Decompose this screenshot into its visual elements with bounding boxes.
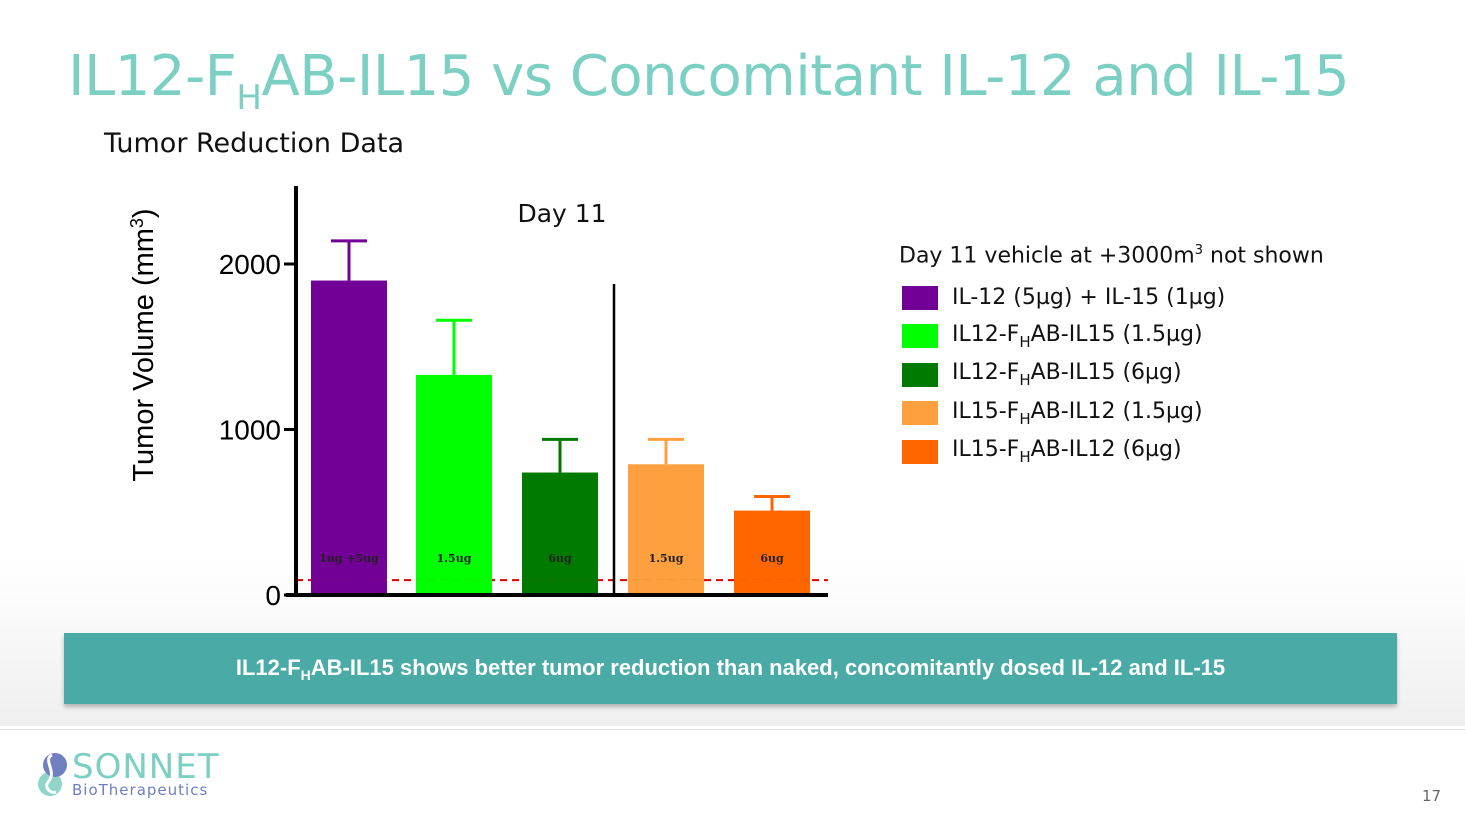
conclusion-banner: IL12-FHAB-IL15 shows better tumor reduct… [64, 633, 1397, 704]
footer-divider [0, 729, 1465, 730]
slide-subtitle: Tumor Reduction Data [104, 128, 405, 159]
chart-legend: Day 11 vehicle at +3000m3 not shown IL-1… [899, 243, 1324, 471]
title-text: IL12-F [68, 44, 237, 109]
chart-title: Day 11 [517, 199, 606, 228]
slide-title: IL12-FHAB-IL15 vs Concomitant IL-12 and … [68, 44, 1350, 118]
bar-label: 1.5ug [649, 552, 684, 565]
legend-item: IL12-FHAB-IL15 (1.5µg) [899, 317, 1324, 356]
bar [311, 280, 387, 595]
logo-tagline: BioTherapeutics [72, 781, 209, 799]
company-logo: SONNET BioTherapeutics [36, 747, 220, 799]
legend-item: IL12-FHAB-IL15 (6µg) [899, 355, 1324, 394]
bar-overlay [734, 579, 810, 583]
bar [522, 472, 598, 595]
banner-text-pre: IL12-F [235, 654, 301, 680]
y-tick-label: 0 [265, 580, 281, 611]
legend-note-text: Day 11 vehicle at +3000m [899, 243, 1195, 269]
y-tick-label: 2000 [219, 249, 281, 280]
bar-label: 6ug [548, 552, 572, 565]
legend-item: IL-12 (5µg) + IL-15 (1µg) [899, 278, 1324, 317]
title-text-rest: AB-IL15 vs Concomitant IL-12 and IL-15 [261, 44, 1350, 109]
y-axis-label: Tumor Volume (mm3) [127, 208, 160, 481]
bar-overlay [522, 579, 598, 583]
bar-label: 1.5ug [437, 552, 472, 565]
legend-label: IL12-FHAB-IL15 (1.5µg) [952, 321, 1203, 351]
legend-note-sup: 3 [1194, 243, 1204, 258]
legend-swatch [902, 285, 938, 310]
page-number: 17 [1422, 787, 1442, 805]
legend-note: Day 11 vehicle at +3000m3 not shown [899, 243, 1324, 268]
legend-swatch [902, 324, 938, 349]
y-tick-label: 1000 [219, 415, 281, 446]
legend-item: IL15-FHAB-IL12 (6µg) [899, 432, 1324, 471]
banner-text: IL12-FHAB-IL15 shows better tumor reduct… [236, 655, 1225, 683]
bar-overlay [628, 579, 704, 583]
bar-overlay [416, 579, 492, 583]
legend-swatch [902, 362, 938, 387]
bar [416, 374, 492, 595]
legend-items: IL-12 (5µg) + IL-15 (1µg) IL12-FHAB-IL15 … [899, 278, 1324, 471]
legend-note-text-rest: not shown [1203, 243, 1324, 269]
legend-swatch [902, 439, 938, 464]
logo-name: SONNET [72, 747, 220, 787]
legend-label: IL12-FHAB-IL15 (6µg) [952, 360, 1182, 390]
legend-item: IL15-FHAB-IL12 (1.5µg) [899, 394, 1324, 433]
legend-swatch [902, 401, 938, 426]
legend-label: IL15-FHAB-IL12 (6µg) [952, 437, 1182, 467]
bar [628, 464, 704, 595]
title-subscript: H [236, 78, 262, 118]
chart-marks: 1ug +5ug 1.5ug 6ug 1.5ug 6ug 0 1000 2000 [219, 186, 828, 611]
banner-subscript: H [300, 666, 311, 683]
logo-mark-icon [38, 753, 67, 796]
bar-label: 6ug [760, 552, 784, 565]
legend-label: IL-12 (5µg) + IL-15 (1µg) [952, 285, 1226, 311]
banner-text-post: AB-IL15 shows better tumor reduction tha… [310, 654, 1226, 680]
bar-label: 1ug +5ug [319, 552, 379, 565]
bar-overlay [311, 579, 387, 583]
legend-label: IL15-FHAB-IL12 (1.5µg) [952, 398, 1203, 428]
